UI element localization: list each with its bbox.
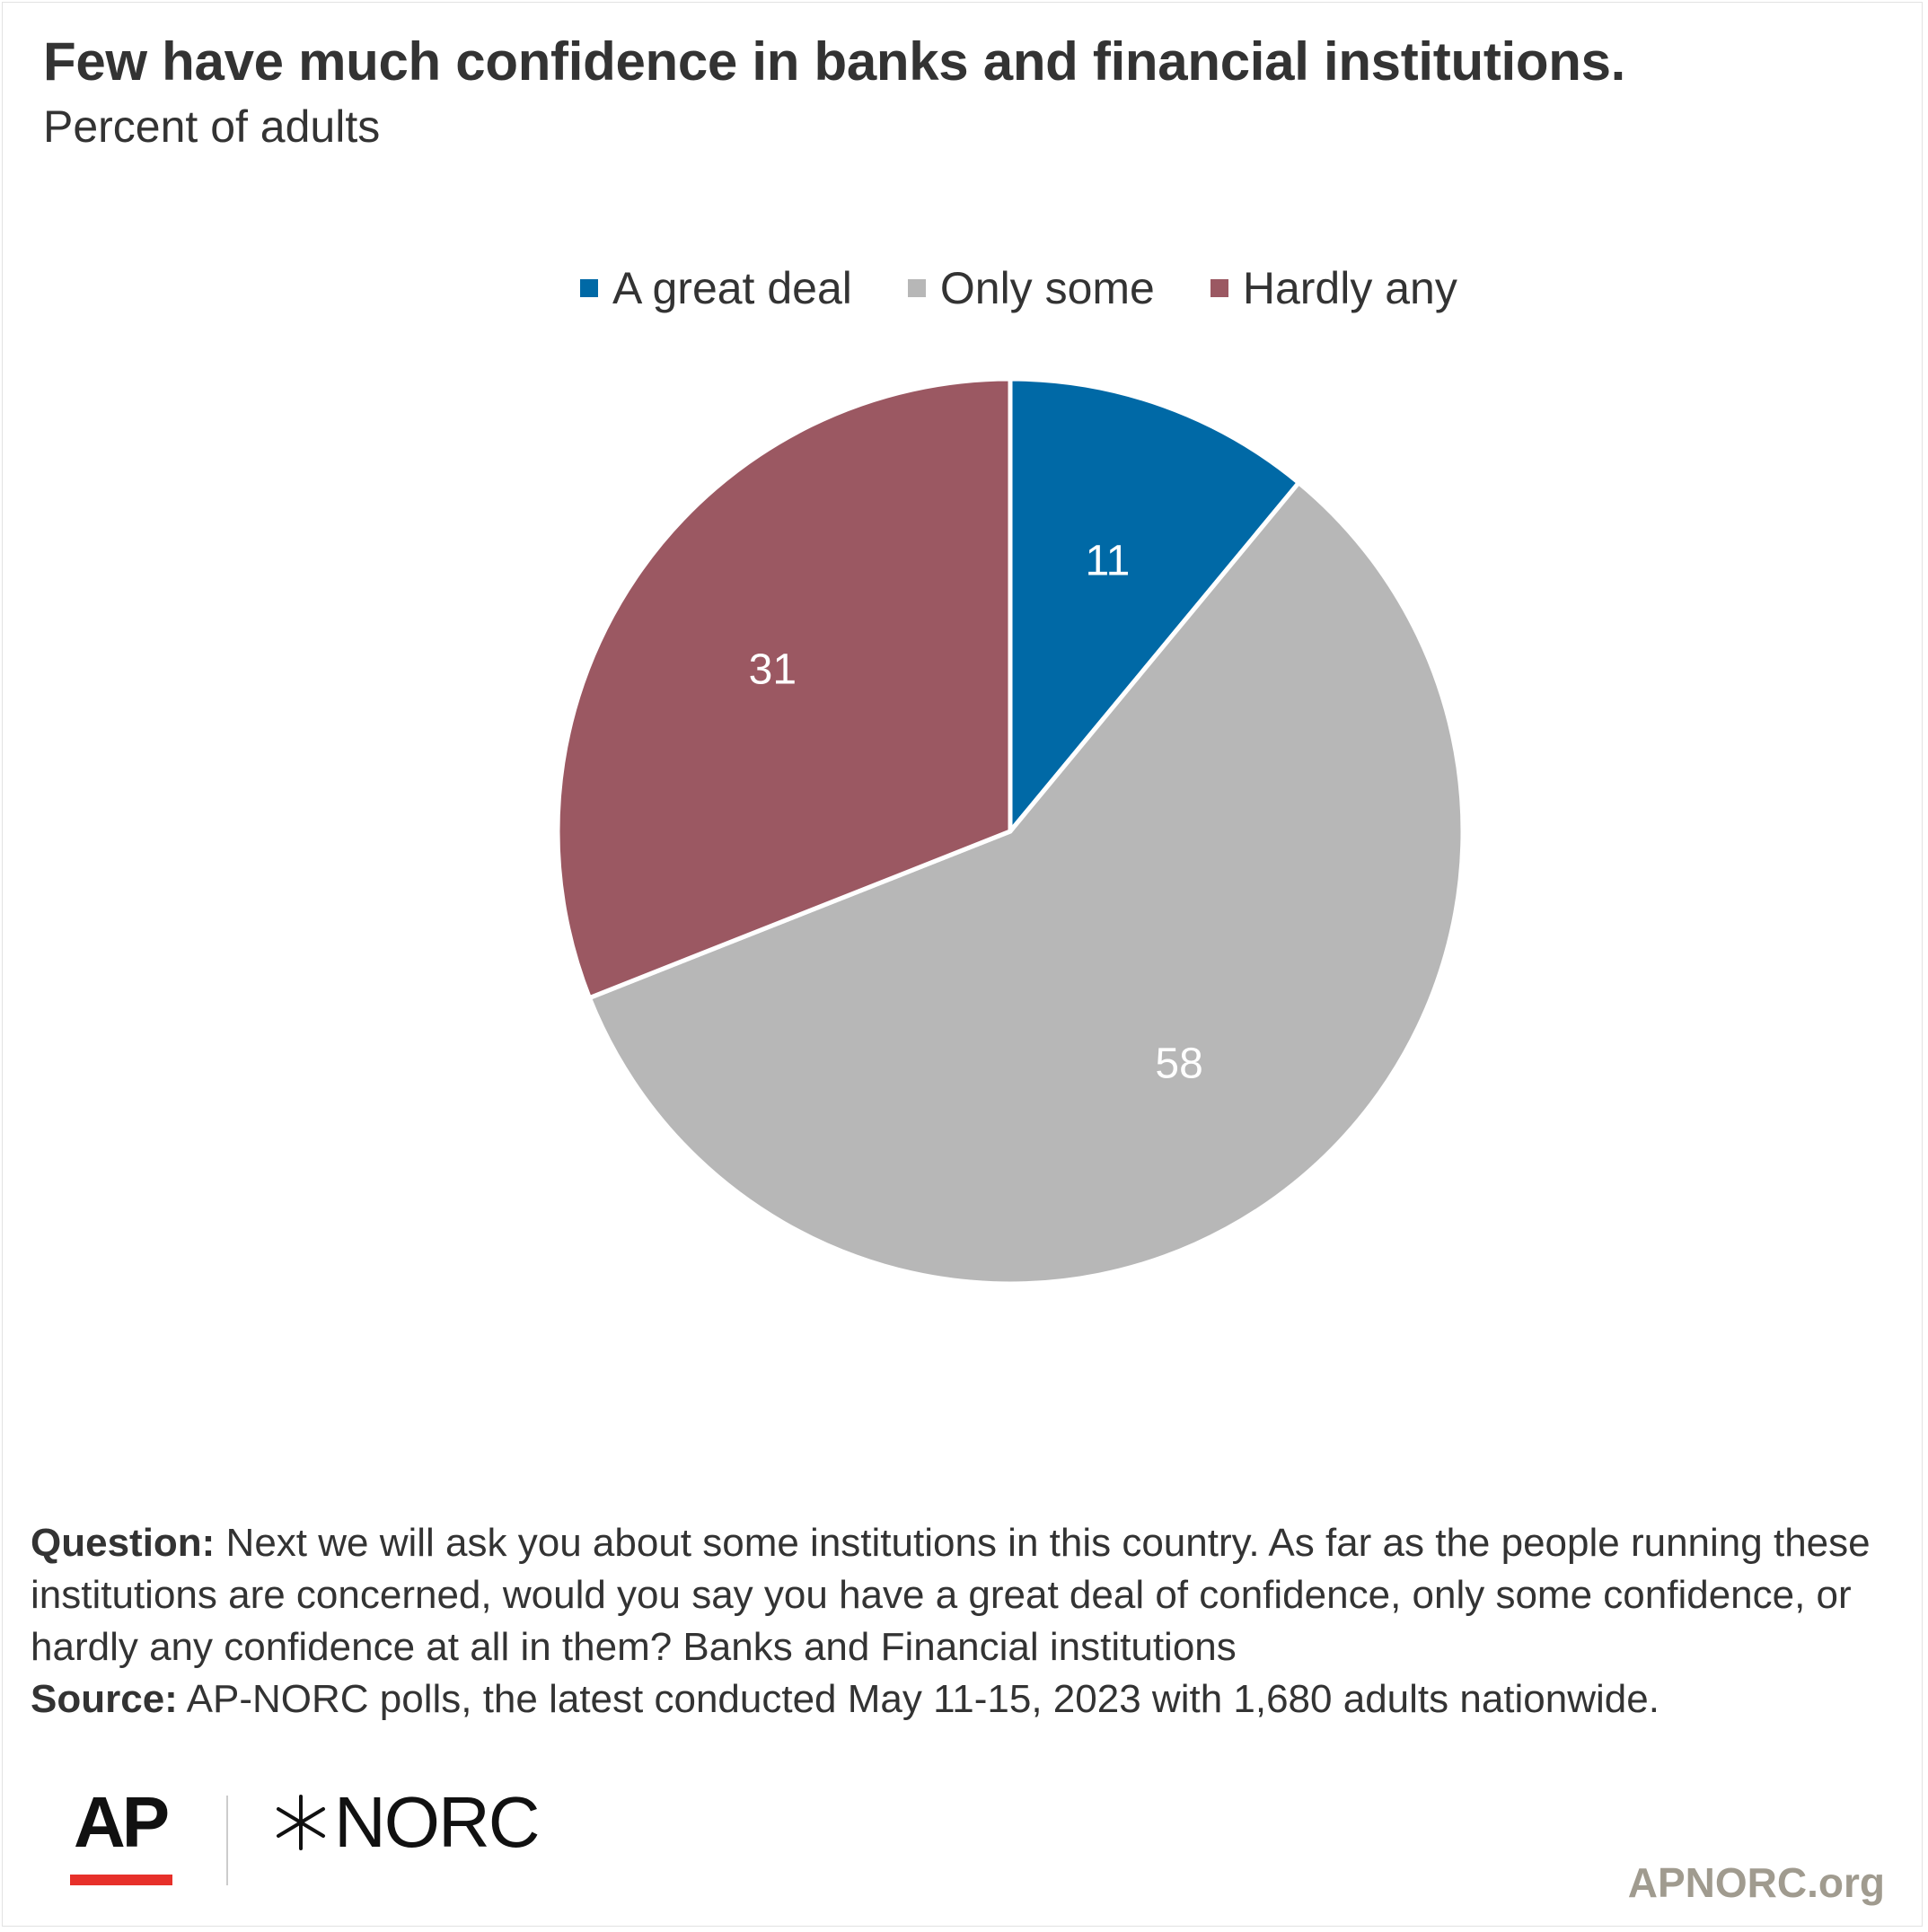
pie-slice-value-hardly-any: 31 xyxy=(749,646,797,694)
question-label: Question: xyxy=(31,1521,216,1565)
norc-logo-text: NORC xyxy=(334,1782,541,1862)
source-note: Source: AP-NORC polls, the latest conduc… xyxy=(31,1673,1898,1726)
chart-notes: Question: Next we will ask you about som… xyxy=(31,1517,1898,1726)
legend-label-hardly-any: Hardly any xyxy=(1242,263,1457,313)
legend-swatch-only-some xyxy=(907,279,926,297)
ap-logo-underline xyxy=(70,1875,172,1885)
pie-slice-value-a-great-deal: 11 xyxy=(1085,537,1130,584)
apnorc-website: APNORC.org xyxy=(1627,1859,1885,1906)
legend-item-a-great-deal: A great deal xyxy=(580,262,852,314)
chart-subtitle: Percent of adults xyxy=(43,101,381,152)
pie-slice-a-great-deal xyxy=(1008,376,1301,834)
chart-legend: A great deal Only some Hardly any xyxy=(580,262,1457,314)
source-label: Source: xyxy=(31,1677,178,1721)
pie-slice-hardly-any xyxy=(555,376,1013,1001)
legend-item-hardly-any: Hardly any xyxy=(1210,262,1457,314)
logo-divider xyxy=(226,1796,228,1885)
question-text: Next we will ask you about some institut… xyxy=(31,1521,1871,1669)
legend-item-only-some: Only some xyxy=(907,262,1155,314)
ap-logo: AP xyxy=(74,1782,170,1862)
legend-swatch-a-great-deal xyxy=(580,279,598,297)
norc-logo: NORC xyxy=(271,1782,541,1862)
legend-swatch-hardly-any xyxy=(1210,279,1228,297)
norc-star-icon xyxy=(277,1795,325,1850)
pie-slice-only-some xyxy=(586,480,1466,1287)
source-text: AP-NORC polls, the latest conducted May … xyxy=(177,1677,1659,1721)
chart-title: Few have much confidence in banks and fi… xyxy=(43,31,1626,92)
legend-label-only-some: Only some xyxy=(939,263,1155,313)
question-note: Question: Next we will ask you about som… xyxy=(31,1517,1898,1673)
pie-slice-value-only-some: 58 xyxy=(1155,1040,1202,1087)
legend-label-a-great-deal: A great deal xyxy=(612,263,852,313)
